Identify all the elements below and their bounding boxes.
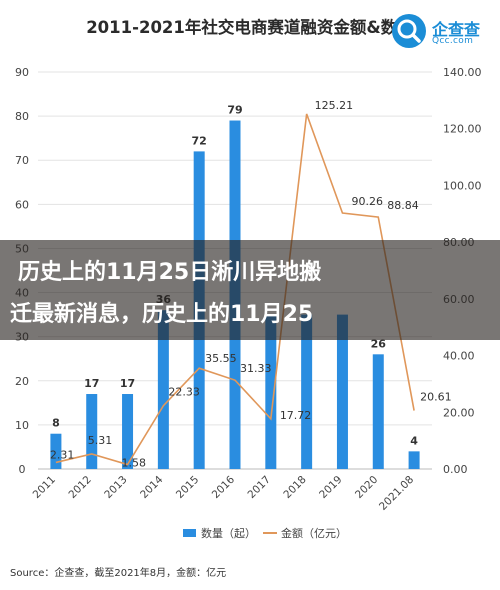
line-value-label: 125.21 xyxy=(315,99,354,112)
headline-line-2: 迁最新消息，历史上的11月25 xyxy=(10,302,314,327)
bar xyxy=(122,394,134,469)
line-value-label: 88.84 xyxy=(387,199,419,212)
qcc-logo: 企查查 Qcc.com xyxy=(392,14,492,50)
chart-title: 2011-2021年社交电商赛道融资金额&数量 xyxy=(86,18,414,37)
line-value-label: 31.33 xyxy=(240,362,272,375)
x-axis: 2011 2012 2013 2014 2015 2016 2017 2018 2019 2020… xyxy=(31,473,417,512)
legend-label-bar: 数量（起） xyxy=(201,527,256,540)
x-tick-label: 2018 xyxy=(281,474,308,501)
bar-value-label: 8 xyxy=(52,417,60,430)
logo-name: 企查查 xyxy=(432,20,481,39)
bar xyxy=(86,394,98,469)
x-tick-label: 2011 xyxy=(31,474,58,501)
x-tick-label: 2014 xyxy=(138,473,166,501)
bar xyxy=(408,451,420,469)
source-note: Source：企查查，截至2021年8月，金额：亿元 xyxy=(10,568,227,579)
y-right-tick-label: 120.00 xyxy=(443,123,482,136)
bar-value-label: 17 xyxy=(84,377,99,390)
bar-value-label: 17 xyxy=(120,377,135,390)
legend-label-line: 金额（亿元） xyxy=(281,526,347,540)
bar xyxy=(265,314,277,469)
bar xyxy=(372,354,384,469)
y-left-tick-label: 60 xyxy=(15,198,29,211)
y-left-tick-label: 10 xyxy=(15,419,29,432)
x-tick-label: 2016 xyxy=(210,473,238,501)
x-tick-label: 2017 xyxy=(246,474,273,501)
headline-line-1: 历史上的11月25日淅川异地搬 xyxy=(18,260,322,285)
legend: 数量（起） 金额（亿元） xyxy=(183,526,347,540)
line-value-label: 20.61 xyxy=(420,391,452,404)
y-left-tick-label: 0 xyxy=(19,463,26,476)
line-value-label: 5.31 xyxy=(88,434,113,447)
x-tick-label: 2013 xyxy=(102,474,129,501)
qcc-logo-icon xyxy=(392,14,426,48)
line-value-label: 90.26 xyxy=(351,195,383,208)
logo-url: Qcc.com xyxy=(432,36,474,46)
y-left-tick-label: 80 xyxy=(15,110,29,123)
y-right-tick-label: 20.00 xyxy=(443,406,475,419)
bar-value-label: 79 xyxy=(227,104,242,117)
y-right-tick-label: 40.00 xyxy=(443,350,475,363)
bar xyxy=(157,310,169,469)
x-tick-label: 2021.08 xyxy=(377,474,416,513)
line-value-label: 35.55 xyxy=(205,352,237,365)
x-tick-label: 2020 xyxy=(353,474,380,501)
y-right-tick-label: 0.00 xyxy=(443,463,468,476)
x-tick-label: 2015 xyxy=(174,474,201,501)
bar-value-label: 26 xyxy=(371,337,387,350)
y-right-tick-label: 140.00 xyxy=(443,66,482,79)
x-tick-label: 2012 xyxy=(66,474,93,501)
y-right-tick-label: 100.00 xyxy=(443,179,482,192)
line-path xyxy=(55,113,415,466)
bar xyxy=(336,314,348,469)
headline-overlay: 历史上的11月25日淅川异地搬 迁最新消息，历史上的11月25 xyxy=(0,240,500,340)
bar xyxy=(301,314,313,469)
y-left-tick-label: 70 xyxy=(15,154,29,167)
line-value-label: 1.58 xyxy=(122,457,147,470)
line-value-label: 17.72 xyxy=(280,409,312,422)
legend-swatch-bar xyxy=(183,529,196,537)
line-value-label: 22.33 xyxy=(168,386,200,399)
bar xyxy=(50,433,62,469)
y-left-tick-label: 90 xyxy=(15,66,29,79)
y-left-tick-label: 20 xyxy=(15,375,29,388)
bar-value-label: 4 xyxy=(410,434,418,447)
line-value-label: 2.31 xyxy=(50,448,74,461)
bar-value-label: 72 xyxy=(192,134,207,147)
x-tick-label: 2019 xyxy=(317,474,344,501)
